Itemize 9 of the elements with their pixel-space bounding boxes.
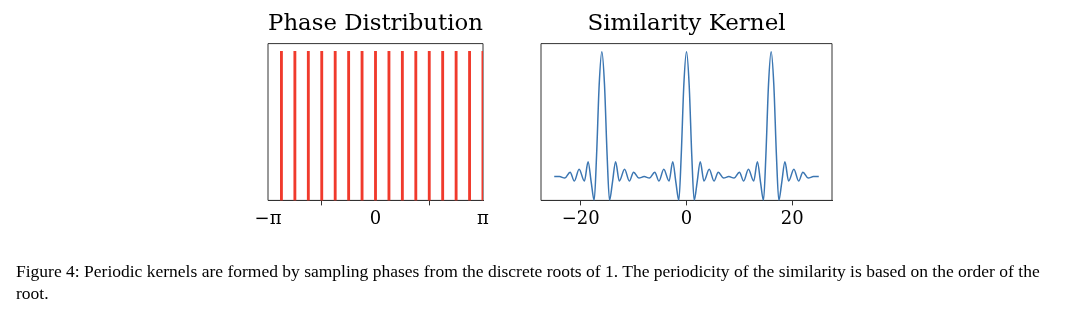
x-tick-label: π	[477, 206, 490, 228]
caption: Figure 4: Periodic kernels are formed by sampling phases from the discrete roots of 1. The periodicity of the similarity is based on the order of the root.	[16, 260, 1041, 304]
x-tick-label: 20	[780, 206, 804, 228]
x-tick-label: 0	[369, 206, 382, 228]
x-tick-label: −π	[254, 206, 282, 228]
x-tick-label: 0	[680, 206, 693, 228]
chart-title: Similarity Kernel	[587, 8, 786, 35]
x-tick-label: −20	[561, 206, 600, 228]
chart-title: Phase Distribution	[268, 8, 484, 35]
